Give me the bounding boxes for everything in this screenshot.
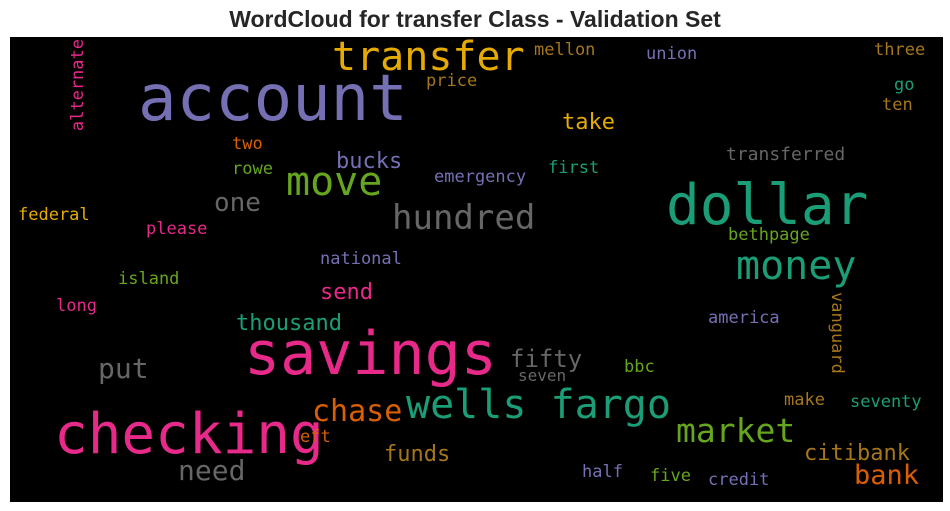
word-union: union [646, 44, 698, 64]
word-bank: bank [854, 460, 920, 491]
word-vanguard: vanguard [827, 292, 847, 374]
word-bucks: bucks [336, 149, 403, 174]
chart-title: WordCloud for transfer Class - Validatio… [229, 6, 721, 32]
word-bbc: bbc [624, 357, 655, 377]
word-chase: chase [312, 394, 403, 429]
word-hundred: hundred [392, 198, 536, 238]
word-dollar: dollar [666, 173, 869, 238]
word-thousand: thousand [236, 311, 342, 336]
word-eft: eft [300, 427, 331, 447]
word-citibank: citibank [804, 441, 910, 466]
word-account: account [138, 62, 408, 136]
word-america: america [708, 308, 780, 328]
word-national: national [320, 249, 402, 269]
word-funds: funds [384, 442, 451, 467]
word-island: island [118, 269, 180, 289]
word-send: send [320, 280, 373, 305]
word-market: market [676, 411, 796, 450]
word-ten: ten [882, 95, 913, 115]
word-emergency: emergency [434, 167, 527, 187]
word-alternate: alternate [68, 39, 88, 132]
word-half: half [582, 462, 623, 482]
word-savings: savings [244, 319, 497, 389]
word-money: money [736, 243, 857, 289]
word-credit: credit [708, 470, 770, 490]
word-go: go [894, 75, 915, 95]
word-cloud-canvas: account savings checking dollar transfer… [10, 37, 943, 502]
word-make: make [784, 390, 825, 410]
word-rowe: rowe [232, 159, 273, 179]
word-mellon: mellon [534, 40, 596, 60]
word-wells-fargo: wells fargo [406, 382, 671, 428]
word-need: need [178, 454, 246, 487]
word-one: one [214, 188, 261, 218]
word-seven: seven [518, 366, 567, 385]
word-two: two [232, 134, 263, 154]
word-five: five [650, 466, 691, 486]
word-price: price [426, 71, 478, 91]
word-fifty: fifty [510, 345, 583, 373]
word-transferred: transferred [726, 144, 846, 165]
word-federal: federal [18, 205, 90, 225]
word-three: three [874, 40, 926, 60]
word-seventy: seventy [850, 392, 922, 412]
word-first: first [548, 158, 600, 178]
word-bethpage: bethpage [728, 225, 810, 245]
word-checking: checking [54, 402, 324, 467]
word-take: take [562, 110, 615, 135]
word-long: long [56, 296, 97, 316]
word-put: put [98, 352, 149, 385]
word-please: please [146, 219, 208, 239]
word-transfer: transfer [332, 37, 525, 80]
word-move: move [286, 159, 383, 205]
